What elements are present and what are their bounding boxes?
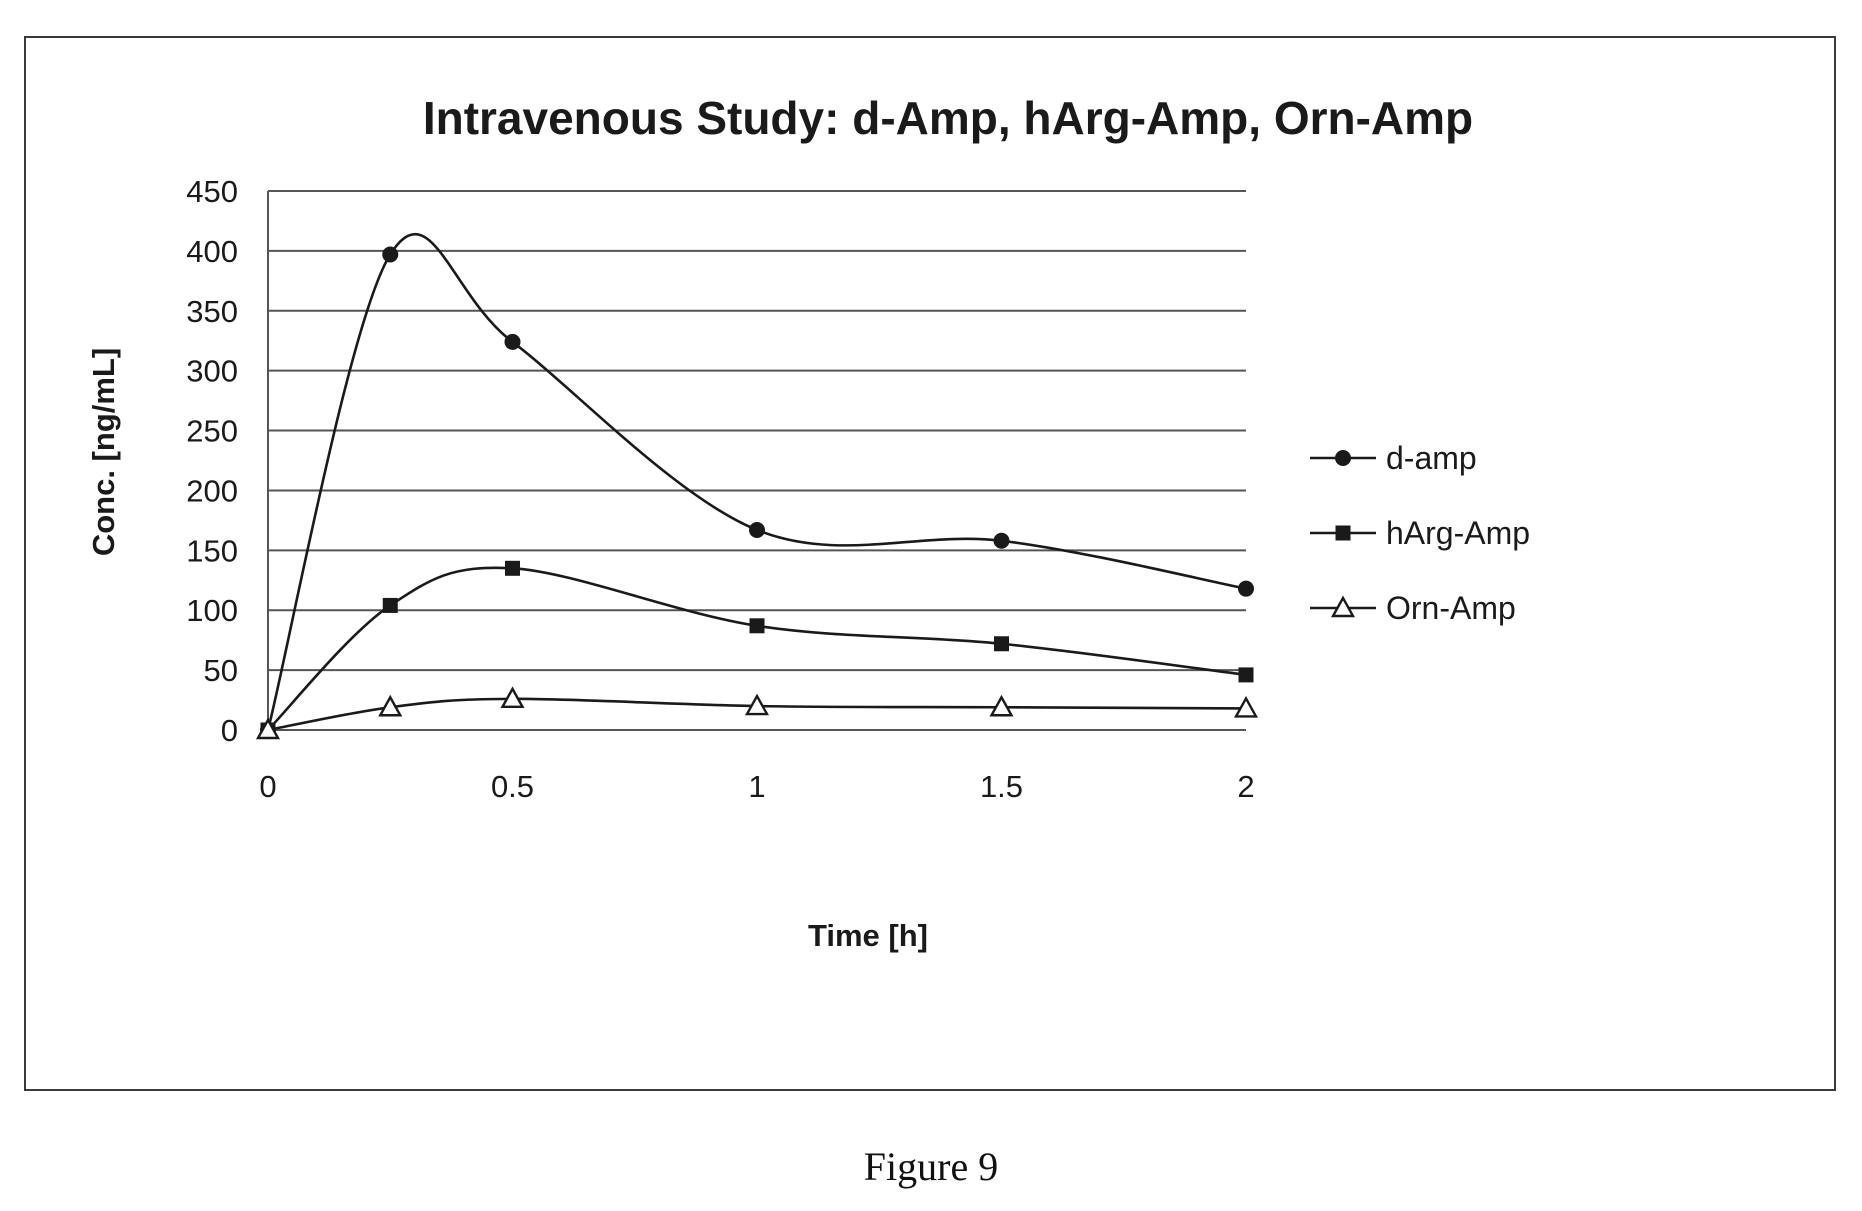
data-point-square <box>383 598 398 613</box>
y-tick-label: 400 <box>186 234 238 269</box>
y-tick-label: 300 <box>186 354 238 389</box>
legend-label: d-amp <box>1386 440 1477 476</box>
x-tick-label: 2 <box>1237 769 1254 804</box>
legend-label: Orn-Amp <box>1386 590 1516 626</box>
y-tick-label: 450 <box>186 174 238 209</box>
legend: d-amp hArg-Amp Orn-Amp <box>1310 440 1530 626</box>
legend-item: Orn-Amp <box>1310 590 1516 626</box>
legend-item: hArg-Amp <box>1310 515 1530 551</box>
y-axis-ticks: 0 50 100 150 200 250 300 350 400 450 <box>186 174 238 748</box>
y-tick-label: 150 <box>186 533 238 568</box>
x-tick-label: 1.5 <box>980 769 1023 804</box>
data-point-circle <box>994 533 1010 549</box>
data-point-circle <box>505 334 521 350</box>
y-tick-label: 50 <box>204 653 238 688</box>
data-point-circle <box>749 522 765 538</box>
data-point-square <box>1239 667 1254 682</box>
gridlines <box>268 191 1246 730</box>
line-chart: Intravenous Study: d-Amp, hArg-Amp, Orn-… <box>26 38 1834 1089</box>
data-point-square <box>505 561 520 576</box>
data-point-square <box>994 636 1009 651</box>
data-point-square <box>750 618 765 633</box>
series-layer <box>258 234 1256 738</box>
figure-caption: Figure 9 <box>0 1143 1862 1190</box>
chart-title: Intravenous Study: d-Amp, hArg-Amp, Orn-… <box>423 92 1473 144</box>
legend-marker <box>1336 526 1351 541</box>
legend-label: hArg-Amp <box>1386 515 1530 551</box>
x-axis-title: Time [h] <box>808 918 928 953</box>
chart-frame: Intravenous Study: d-Amp, hArg-Amp, Orn-… <box>24 36 1836 1091</box>
x-tick-label: 0 <box>259 769 276 804</box>
x-tick-label: 1 <box>748 769 765 804</box>
y-tick-label: 200 <box>186 473 238 508</box>
data-point-circle <box>1238 581 1254 597</box>
y-tick-label: 250 <box>186 414 238 449</box>
data-point-circle <box>382 246 398 262</box>
legend-marker <box>1335 450 1351 466</box>
x-tick-label: 0.5 <box>491 769 534 804</box>
y-tick-label: 0 <box>221 713 238 748</box>
x-axis-ticks: 0 0.5 1 1.5 2 <box>259 769 1254 804</box>
series-d-amp <box>260 234 1254 738</box>
y-tick-label: 350 <box>186 294 238 329</box>
y-tick-label: 100 <box>186 593 238 628</box>
y-axis-title: Conc. [ng/mL] <box>86 348 121 556</box>
legend-item: d-amp <box>1310 440 1477 476</box>
